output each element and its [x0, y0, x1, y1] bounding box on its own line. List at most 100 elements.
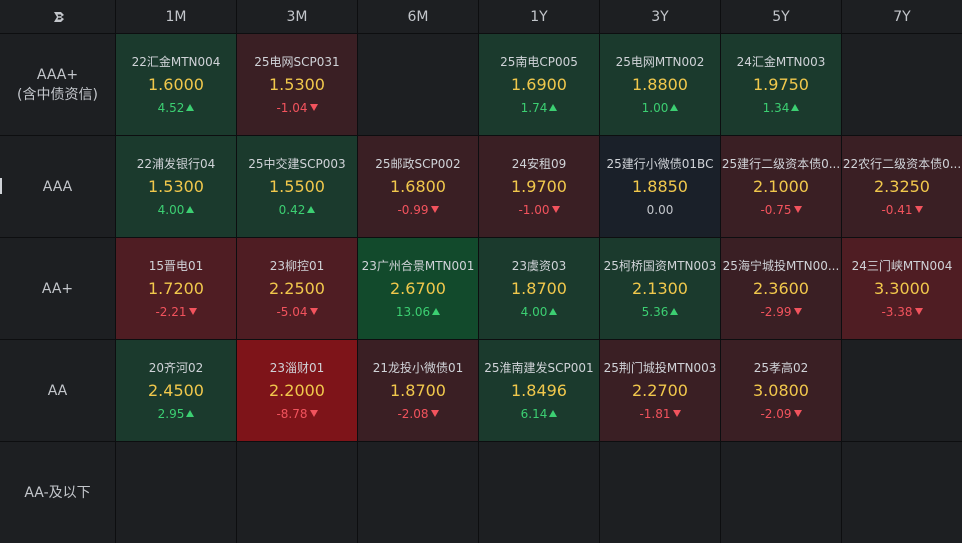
bond-rate: 2.2000	[269, 380, 325, 400]
bond-rate: 2.4500	[148, 380, 204, 400]
triangle-down-icon	[309, 104, 318, 111]
row-selection-marker	[0, 178, 2, 194]
column-header-3y[interactable]: 3Y	[600, 0, 720, 33]
bond-cell[interactable]: 25淮南建发SCP001 1.8496 6.14	[479, 340, 599, 441]
rate-change-value: -3.38	[881, 304, 913, 319]
rate-change-value: -2.08	[397, 406, 429, 421]
bond-cell[interactable]: 25邮政SCP002 1.6800 -0.99	[358, 136, 478, 237]
bond-cell[interactable]: 23虞资03 1.8700 4.00	[479, 238, 599, 339]
bond-name: 15晋电01	[148, 258, 204, 273]
empty-cell	[721, 442, 841, 543]
bond-rate: 2.3600	[753, 278, 809, 298]
rate-change-value: 4.00	[157, 202, 185, 217]
triangle-up-icon	[432, 308, 441, 315]
rate-change-value: -2.99	[760, 304, 792, 319]
bond-name: 25中交建SCP003	[248, 156, 346, 171]
bond-cell[interactable]: 22浦发银行04 1.5300 4.00	[116, 136, 236, 237]
bond-cell[interactable]: 24汇金MTN003 1.9750 1.34	[721, 34, 841, 135]
bond-cell[interactable]: 25荆门城投MTN003 2.2700 -1.81	[600, 340, 720, 441]
bond-rate: 1.7200	[148, 278, 204, 298]
bond-rate: 1.5500	[269, 176, 325, 196]
rate-change: -2.09	[760, 406, 802, 422]
column-header-7y[interactable]: 7Y	[842, 0, 962, 33]
bond-cell[interactable]: 25中交建SCP003 1.5500 0.42	[237, 136, 357, 237]
bond-cell[interactable]: 15晋电01 1.7200 -2.21	[116, 238, 236, 339]
rate-change: 1.34	[763, 100, 800, 116]
rate-change-value: -2.21	[155, 304, 187, 319]
bond-cell[interactable]: 25电网SCP031 1.5300 -1.04	[237, 34, 357, 135]
triangle-up-icon	[670, 104, 679, 111]
rate-change: -0.41	[881, 202, 923, 218]
triangle-down-icon	[188, 308, 197, 315]
bond-cell[interactable]: 23广州合景MTN001 2.6700 13.06	[358, 238, 478, 339]
triangle-down-icon	[672, 410, 681, 417]
triangle-up-icon	[186, 104, 195, 111]
bond-cell[interactable]: 23柳控01 2.2500 -5.04	[237, 238, 357, 339]
bond-cell[interactable]: 21龙投小微债01 1.8700 -2.08	[358, 340, 478, 441]
bond-cell[interactable]: 24三门峡MTN004 3.3000 -3.38	[842, 238, 962, 339]
rate-change: 4.00	[158, 202, 195, 218]
bond-name: 23柳控01	[269, 258, 325, 273]
bond-name: 22汇金MTN004	[131, 54, 221, 69]
bond-cell[interactable]: 23淄财01 2.2000 -8.78	[237, 340, 357, 441]
empty-cell	[116, 442, 236, 543]
bond-cell[interactable]: 24安租09 1.9700 -1.00	[479, 136, 599, 237]
bond-cell[interactable]: 25建行二级资本债0... 2.1000 -0.75	[721, 136, 841, 237]
bond-cell[interactable]: 22农行二级资本债0... 2.3250 -0.41	[842, 136, 962, 237]
triangle-down-icon	[793, 410, 802, 417]
empty-cell	[479, 442, 599, 543]
empty-cell	[237, 442, 357, 543]
rate-change: 0.42	[279, 202, 316, 218]
rate-change: 1.74	[521, 100, 558, 116]
rate-change: -5.04	[276, 304, 318, 320]
bond-cell[interactable]: 25南电CP005 1.6900 1.74	[479, 34, 599, 135]
bond-name: 25淮南建发SCP001	[484, 360, 594, 375]
column-header-1y[interactable]: 1Y	[479, 0, 599, 33]
empty-cell	[842, 34, 962, 135]
bond-rate: 2.1300	[632, 278, 688, 298]
triangle-down-icon	[309, 410, 318, 417]
bond-rate: 2.6700	[390, 278, 446, 298]
bond-cell[interactable]: 25电网MTN002 1.8800 1.00	[600, 34, 720, 135]
column-header-3m[interactable]: 3M	[237, 0, 357, 33]
triangle-up-icon	[791, 104, 800, 111]
rate-change-value: -1.81	[639, 406, 671, 421]
rate-change-value: 0.42	[278, 202, 306, 217]
bond-cell[interactable]: 20齐河02 2.4500 2.95	[116, 340, 236, 441]
column-header-5y[interactable]: 5Y	[721, 0, 841, 33]
bond-rate: 1.5300	[148, 176, 204, 196]
rate-change: 4.52	[158, 100, 195, 116]
column-header-1m[interactable]: 1M	[116, 0, 236, 33]
bond-name: 25电网MTN002	[615, 54, 705, 69]
triangle-down-icon	[793, 308, 802, 315]
bond-cell[interactable]: 25海宁城投MTN00... 2.3600 -2.99	[721, 238, 841, 339]
column-header-6m[interactable]: 6M	[358, 0, 478, 33]
rate-change-value: 1.34	[762, 100, 790, 115]
rate-change: -1.00	[518, 202, 560, 218]
triangle-up-icon	[186, 206, 195, 213]
bond-rate: 1.8850	[632, 176, 688, 196]
bond-name: 24汇金MTN003	[736, 54, 826, 69]
bond-rate: 1.5300	[269, 74, 325, 94]
rate-change: 2.95	[158, 406, 195, 422]
empty-cell	[600, 442, 720, 543]
bond-name: 20齐河02	[148, 360, 204, 375]
rating-label-line: (含中债资信)	[17, 86, 98, 103]
rate-change-value: 4.52	[157, 100, 185, 115]
bond-cell[interactable]: 25孝高02 3.0800 -2.09	[721, 340, 841, 441]
rating-row-label: AA	[0, 340, 115, 441]
rate-change-value: -0.41	[881, 202, 913, 217]
bond-name: 22农行二级资本债0...	[842, 156, 962, 171]
rate-change-value: 4.00	[520, 304, 548, 319]
bond-rate: 1.9750	[753, 74, 809, 94]
rate-change-value: 6.14	[520, 406, 548, 421]
bond-cell[interactable]: 22汇金MTN004 1.6000 4.52	[116, 34, 236, 135]
triangle-down-icon	[309, 308, 318, 315]
triangle-down-icon	[914, 308, 923, 315]
rate-change-value: -5.04	[276, 304, 308, 319]
bond-rate: 1.6900	[511, 74, 567, 94]
bond-cell[interactable]: 25柯桥国资MTN003 2.1300 5.36	[600, 238, 720, 339]
rate-change: -0.75	[760, 202, 802, 218]
bond-cell[interactable]: 25建行小微债01BC 1.8850 0.00	[600, 136, 720, 237]
